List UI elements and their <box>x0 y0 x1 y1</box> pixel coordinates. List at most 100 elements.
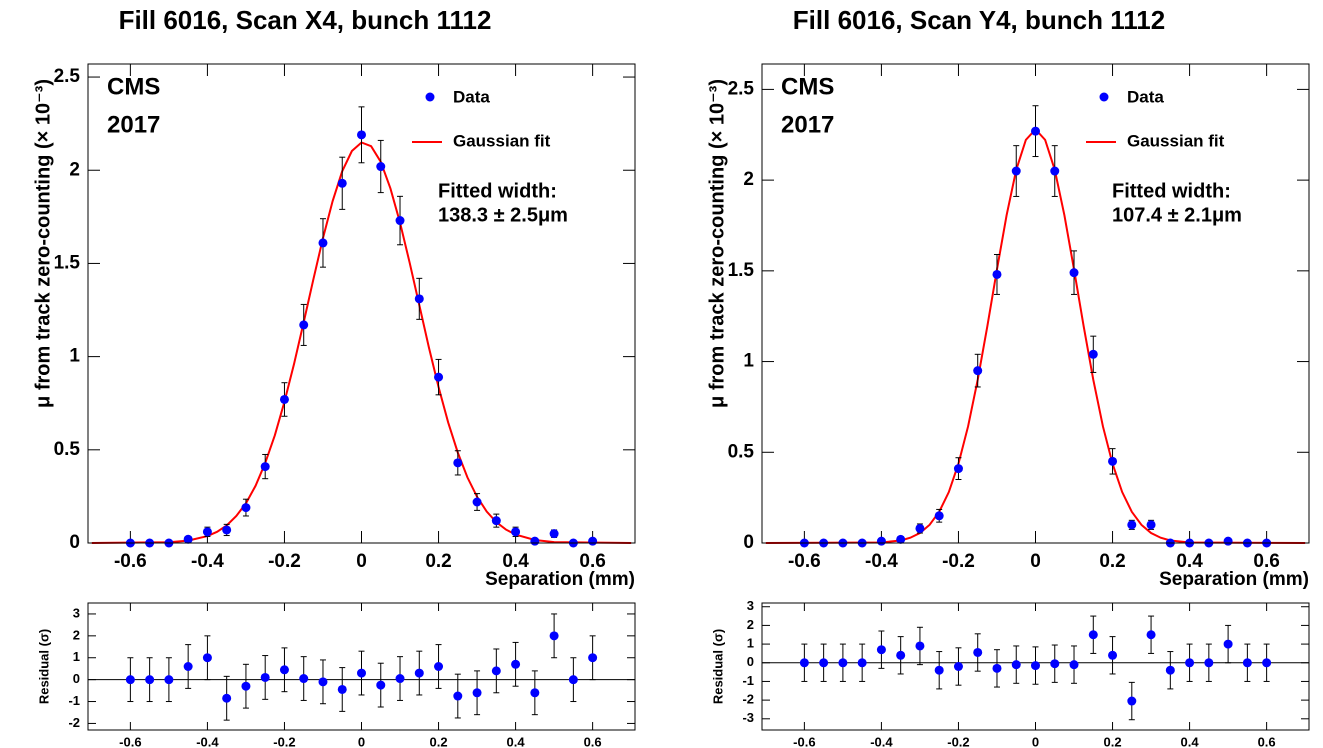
annotation: 107.4 ± 2.1μm <box>1112 204 1242 226</box>
y-tick-label: -1 <box>68 693 80 708</box>
y-tick-label: -1 <box>742 673 754 688</box>
annotation: 2017 <box>781 111 834 138</box>
data-point <box>491 666 501 676</box>
data-point <box>337 684 347 694</box>
legend-label: Data <box>453 87 490 106</box>
data-point <box>202 527 212 537</box>
data-point <box>1069 660 1079 670</box>
data-point <box>299 320 309 330</box>
data-point <box>453 458 463 468</box>
data-point <box>1204 658 1214 668</box>
data-point <box>202 653 212 663</box>
data-point <box>953 464 963 474</box>
data-point <box>472 688 482 698</box>
data-point <box>568 675 578 685</box>
y-tick-label: 1 <box>743 351 754 372</box>
y-tick-label: -2 <box>742 692 754 707</box>
data-point <box>1223 639 1233 649</box>
x-tick-label: 0 <box>1030 551 1041 572</box>
data-point <box>434 662 444 671</box>
x-tick-label: 0.6 <box>1253 551 1279 572</box>
y-tick-label: 1.5 <box>728 260 755 281</box>
data-point <box>896 650 906 660</box>
y-tick-label: 1 <box>73 649 80 664</box>
data-point <box>915 641 925 651</box>
x-tick-label: -0.4 <box>196 734 219 748</box>
data-point <box>222 693 232 703</box>
legend-label: Gaussian fit <box>453 131 551 150</box>
data-point <box>357 668 366 678</box>
fit-line <box>91 141 632 544</box>
data-point <box>1050 659 1060 669</box>
data-point <box>318 677 328 687</box>
y-tick-label: -3 <box>742 710 754 725</box>
annotation: Fitted width: <box>1112 180 1231 202</box>
data-point <box>973 647 983 657</box>
x-tick-label: 0.6 <box>584 734 602 748</box>
data-point <box>472 497 482 507</box>
chart-title: Fill 6016, Scan Y4, bunch 1112 <box>793 5 1165 35</box>
data-point <box>876 645 886 655</box>
x-tick-label: 0.2 <box>1104 734 1122 748</box>
annotation: 138.3 ± 2.5μm <box>438 204 568 226</box>
y-axis-label: μ from track zero-counting (× 10⁻³) <box>32 79 54 408</box>
data-point <box>1146 630 1156 640</box>
data-point <box>896 534 906 544</box>
x-tick-label: -0.2 <box>947 734 969 748</box>
data-point <box>1088 349 1098 359</box>
x-tick-label: -0.4 <box>865 551 898 572</box>
data-point <box>125 675 135 685</box>
x-tick-label: 0 <box>356 551 367 572</box>
x-tick-label: 0.6 <box>579 551 605 572</box>
x-tick-label: 0 <box>358 734 365 748</box>
y-tick-label: 0 <box>69 532 80 553</box>
annotation: CMS <box>781 73 834 100</box>
chart-title: Fill 6016, Scan X4, bunch 1112 <box>119 5 492 35</box>
data-point <box>973 366 983 376</box>
data-point <box>1031 661 1040 671</box>
data-point <box>1242 658 1252 668</box>
x-tick-label: 0.6 <box>1258 734 1276 748</box>
data-point <box>491 516 501 526</box>
data-point <box>414 294 424 304</box>
data-point <box>1050 166 1060 176</box>
data-point <box>549 631 559 641</box>
x-tick-label: -0.2 <box>268 551 301 572</box>
data-point <box>1031 126 1040 136</box>
x-axis-label: Separation (mm) <box>485 569 635 590</box>
y-axis-label: μ from track zero-counting (× 10⁻³) <box>706 79 728 408</box>
data-point <box>1262 658 1272 668</box>
data-point <box>1108 456 1118 466</box>
x-tick-label: -0.4 <box>870 734 893 748</box>
data-point <box>164 675 174 685</box>
plot-frame <box>761 602 1310 731</box>
plot-frame <box>761 63 1310 544</box>
data-point <box>530 536 540 546</box>
data-point <box>318 238 328 248</box>
data-point <box>1127 520 1137 530</box>
data-point <box>395 216 405 226</box>
data-point <box>1185 658 1195 668</box>
y-tick-label: 0 <box>747 654 754 669</box>
y-tick-label: 0.5 <box>54 439 81 460</box>
y-axis-label: Residual (σ) <box>710 629 725 704</box>
x-tick-label: 0.4 <box>507 734 526 748</box>
y-tick-label: 2 <box>743 169 754 190</box>
data-point <box>279 394 289 404</box>
x-tick-label: 0.4 <box>1176 551 1203 572</box>
x-tick-label: 0.2 <box>430 734 448 748</box>
data-point <box>953 662 963 671</box>
data-point <box>934 665 944 675</box>
data-point <box>337 178 347 188</box>
x-tick-label: -0.6 <box>119 734 141 748</box>
y-tick-label: 0 <box>743 532 754 553</box>
data-point <box>588 536 598 546</box>
data-point <box>299 674 309 684</box>
y-tick-label: 2 <box>73 627 80 642</box>
y-tick-label: 1 <box>69 346 80 367</box>
data-point <box>241 503 251 513</box>
data-point <box>992 663 1002 673</box>
data-point <box>145 675 155 685</box>
y-tick-label: 3 <box>747 598 754 613</box>
